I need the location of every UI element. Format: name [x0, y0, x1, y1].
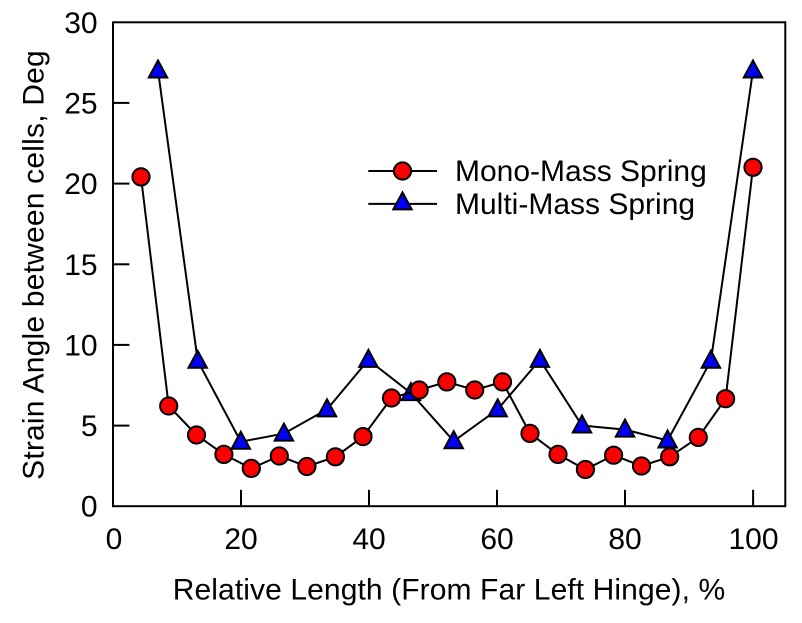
svg-text:Mono-Mass Spring: Mono-Mass Spring [455, 155, 707, 188]
svg-text:20: 20 [64, 168, 97, 201]
svg-text:30: 30 [64, 7, 97, 40]
svg-text:Strain Angle between cells, De: Strain Angle between cells, Deg [17, 50, 50, 480]
svg-text:60: 60 [480, 523, 513, 556]
svg-text:100: 100 [728, 523, 778, 556]
svg-text:0: 0 [106, 523, 123, 556]
svg-text:Relative Length (From Far Left: Relative Length (From Far Left Hinge), % [173, 574, 726, 607]
svg-text:15: 15 [64, 249, 97, 282]
svg-text:10: 10 [64, 329, 97, 362]
svg-text:25: 25 [64, 87, 97, 120]
svg-text:20: 20 [224, 523, 257, 556]
svg-text:0: 0 [81, 491, 98, 524]
svg-text:Multi-Mass Spring: Multi-Mass Spring [455, 188, 695, 221]
svg-text:80: 80 [608, 523, 641, 556]
svg-text:5: 5 [81, 410, 98, 443]
svg-text:40: 40 [352, 523, 385, 556]
